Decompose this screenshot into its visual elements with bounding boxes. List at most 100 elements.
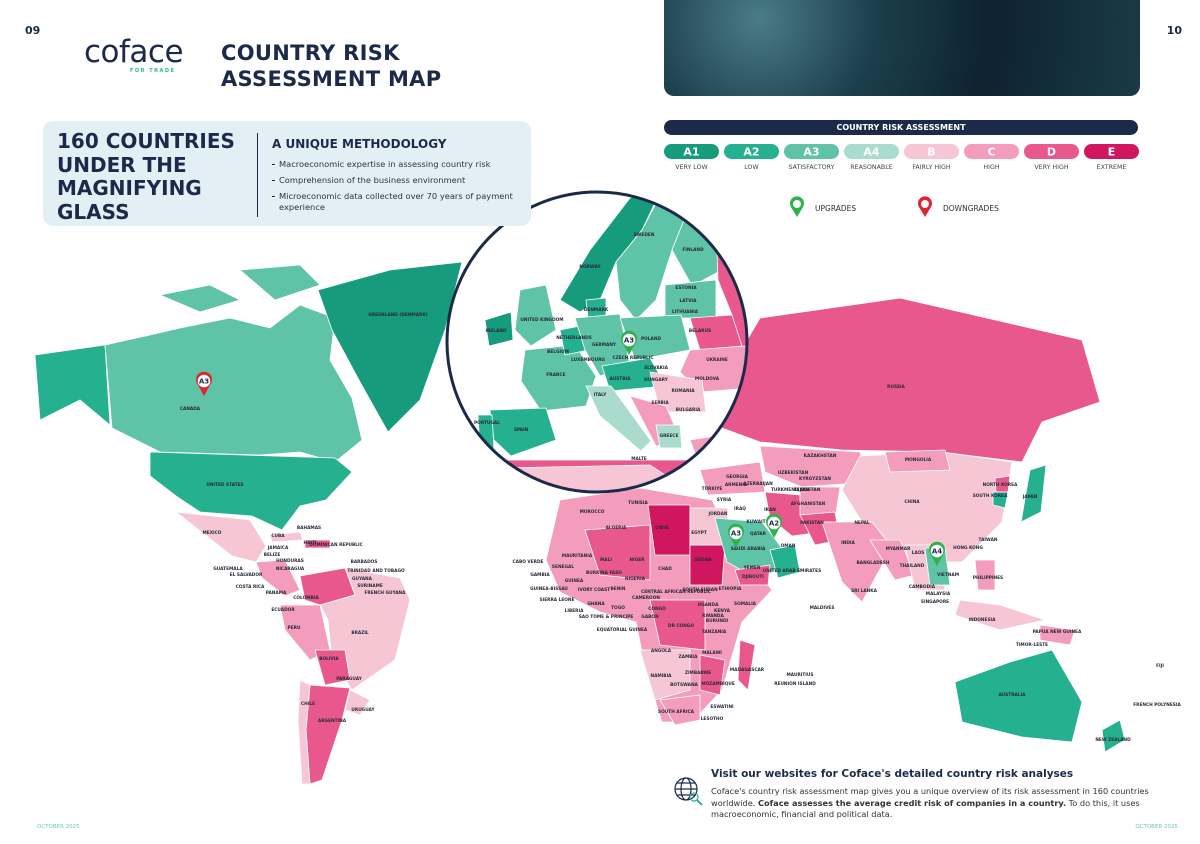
country-label: SINGAPORE [921, 599, 949, 605]
country-label: MEXICO [203, 530, 222, 536]
country-label: TUNISIA [628, 500, 648, 506]
country-label: SOUTH SUDAN [682, 587, 718, 593]
pin-dot [921, 200, 929, 208]
country-label: SURINAME [357, 583, 383, 589]
country-label: GREECE [660, 433, 679, 439]
marker-grade: A3 [624, 337, 634, 345]
country-label: GHANA [587, 601, 605, 607]
magnifier-rim [445, 190, 749, 494]
country-label: YEMEN [743, 565, 761, 571]
country-label: BOTSWANA [670, 682, 698, 688]
marker-grade: A4 [932, 548, 942, 556]
country-label: UNITED KINGDOM [520, 317, 563, 323]
country-label: BULGARIA [676, 407, 701, 413]
country-shape [699, 297, 1101, 463]
country-shape [174, 511, 267, 563]
legend-title: COUNTRY RISK ASSESSMENT [664, 120, 1138, 135]
country-label: SYRIA [717, 497, 732, 503]
title-line: ASSESSMENT MAP [221, 67, 442, 91]
country-label: NAMIBIA [651, 673, 673, 679]
country-label: NEPAL [854, 520, 870, 526]
legend-label: REASONABLE [850, 164, 892, 171]
footer-text-bold: Coface assesses the average credit risk … [757, 797, 1067, 808]
country-label: HONG KONG [953, 545, 983, 551]
pin-dot [793, 200, 801, 208]
country-shape [304, 539, 331, 549]
country-shape [659, 694, 701, 726]
country-label: CUBA [271, 533, 285, 539]
country-label: BANGLADESH [857, 560, 890, 566]
country-label: GREENLAND (DENMARK) [368, 312, 427, 318]
legend-swatch [964, 144, 1019, 159]
country-label: RUSSIA [887, 384, 905, 390]
country-label: IRELAND [485, 328, 507, 334]
legend-swatch [664, 144, 719, 159]
country-label: CABO VERDE [513, 559, 544, 565]
country-label: ANGOLA [651, 648, 672, 654]
country-label: NIGERIA [625, 576, 646, 582]
country-label: GUATEMALA [213, 566, 243, 572]
legend-swatch [844, 144, 899, 159]
country-shape [737, 639, 756, 691]
country-label: ECUADOR [271, 607, 295, 613]
title-line: COUNTRY RISK [221, 41, 400, 65]
legend-code: C [987, 146, 995, 159]
country-shape [841, 451, 1013, 563]
headline-line: MAGNIFYING [57, 176, 202, 200]
country-shape [884, 449, 951, 473]
country-label: NORTH KOREA [983, 482, 1018, 488]
country-shape [317, 261, 463, 433]
country-label: RWANDA [702, 613, 724, 619]
legend-downgrades: DOWNGRADES [943, 204, 999, 213]
methodology-point: Comprehension of the business environmen… [272, 175, 514, 186]
country-label: OMAN [781, 543, 796, 549]
country-shape [585, 385, 652, 452]
country-label: CHAD [658, 566, 672, 572]
globe-photo [664, 0, 1140, 96]
page-title: COUNTRY RISK ASSESSMENT MAP [221, 40, 441, 92]
country-label: NEW ZEALAND [1095, 737, 1131, 743]
country-shape [269, 531, 304, 543]
country-label: DR CONGO [668, 623, 694, 629]
country-label: BAHAMAS [297, 525, 321, 531]
country-label: ITALY [594, 392, 608, 398]
globe-icon [674, 777, 703, 806]
country-label: MOZAMBIQUE [701, 681, 735, 687]
country-label: SAUDI ARABIA [731, 546, 766, 552]
country-shape [954, 599, 1047, 631]
country-shape [655, 424, 683, 449]
country-label: SERBIA [651, 400, 669, 406]
country-label: LATVIA [680, 298, 698, 304]
country-label: GABON [641, 614, 659, 620]
legend-label: LOW [744, 164, 759, 171]
country-label: PERU [288, 625, 301, 631]
country-shape [649, 371, 707, 413]
methodology-point: Macroeconomic expertise in assessing cou… [272, 159, 514, 170]
country-label: TAIWAN [979, 537, 998, 543]
headline-line: UNDER THE [57, 152, 187, 177]
country-label: CAMBODIA [909, 584, 936, 590]
legend-swatch [904, 144, 959, 159]
country-label: BELIZE [264, 552, 281, 558]
country-label: SIERRA LEONE [540, 597, 575, 603]
country-label: TRINIDAD AND TOBAGO [347, 568, 405, 574]
country-labels: CANADA UNITED STATES GREENLAND (DENMARK) ME… [180, 232, 1182, 743]
country-label: TÜRKIYE [702, 485, 723, 492]
country-label: MAURITIUS [787, 672, 814, 678]
country-label: MONGOLIA [905, 457, 932, 463]
footer-text: Coface's country risk assessment map giv… [711, 786, 1151, 821]
world-shapes [34, 261, 1126, 785]
country-label: SLOVAKIA [644, 365, 669, 371]
country-label: IRAN [764, 507, 776, 513]
country-label: MOLDOVA [695, 376, 720, 382]
country-shape [954, 649, 1083, 743]
country-label: MADAGASCAR [730, 667, 765, 673]
country-label: ZIMBABWE [685, 670, 711, 676]
country-label: MALAWI [702, 650, 722, 656]
footer: Visit our websites for Coface's detailed… [711, 768, 1151, 821]
country-shape [1020, 464, 1047, 523]
methodology-title: A UNIQUE METHODOLOGY [272, 137, 447, 151]
legend-code: E [1108, 146, 1116, 159]
country-label: BURUNDI [706, 618, 729, 624]
country-label: PANAMA [266, 590, 287, 596]
